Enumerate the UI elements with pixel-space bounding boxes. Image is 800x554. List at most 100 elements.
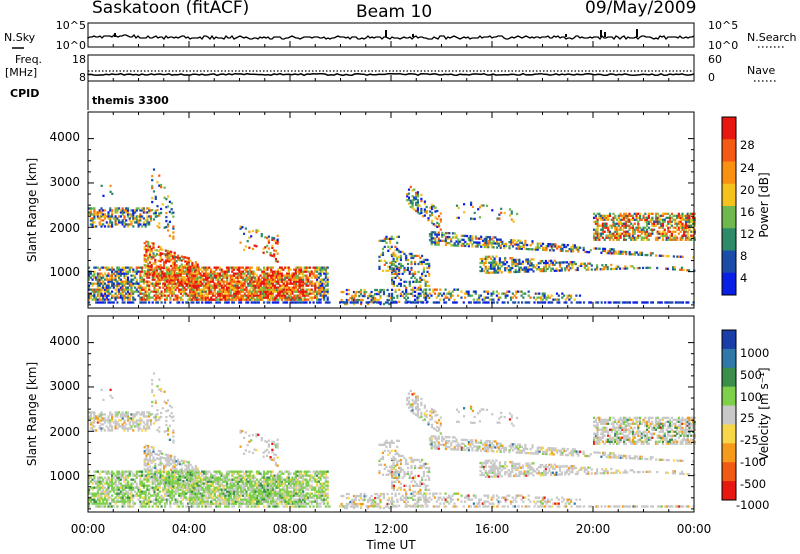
power-cell [266,278,269,281]
noise-spike [636,29,638,37]
power-cell [88,296,91,299]
power-cell [165,286,168,289]
power-cell [442,298,445,301]
power-cell [197,301,200,304]
power-cell [391,288,394,291]
power-cell [229,282,232,285]
power-cell [96,217,99,220]
power-cell [142,294,145,297]
power-cell [93,272,96,275]
power-cell [293,282,296,285]
power-colorbar [722,117,736,296]
power-cell [502,292,506,295]
power-cell [430,241,433,244]
power-cell [191,274,194,277]
power-cell [319,282,322,285]
power-cell [462,238,465,241]
power-cell [307,288,310,291]
power-cell [265,292,268,295]
power-cell [227,282,231,285]
power-cell [593,236,596,239]
power-cell [152,274,155,277]
power-cell [550,294,553,297]
power-cell [541,298,544,301]
power-cell [213,282,216,285]
power-cell [319,292,322,295]
power-cell [610,232,613,235]
power-cell [498,213,501,216]
power-cell [413,301,416,304]
power-cell [417,270,420,274]
power-cell [276,260,279,263]
power-cell [109,225,112,228]
power-cell [483,296,486,299]
power-cell [156,290,160,293]
velocity-cell [123,427,126,430]
power-cbar-tick-28: 28 [740,138,755,152]
velocity-cell [95,494,98,497]
power-cell [381,253,385,256]
power-cell [544,301,547,304]
power-cell [266,288,269,291]
power-cell [187,279,190,282]
power-cell [261,270,264,273]
power-cell [150,265,153,269]
velocity-cell [98,480,101,483]
power-cell [282,288,285,291]
power-cell [232,278,236,281]
velocity-cell [107,502,110,505]
power-cell [111,284,114,287]
power-cell [288,274,291,277]
power-cell [148,294,151,297]
power-cell [492,242,495,245]
power-cell [132,209,135,212]
power-cell [268,301,271,304]
power-cell [222,294,225,297]
power-cell [460,238,463,241]
power-cell [199,276,202,279]
velocity-cell [107,482,110,485]
power-cell [277,288,280,291]
velocity-cell [95,470,98,473]
power-cell [152,190,156,193]
power-cell [272,274,275,277]
power-cell [504,244,508,248]
velocity-cell [111,498,114,501]
power-cell [248,278,251,281]
power-cell [174,282,177,285]
power-cell [490,261,493,264]
power-cell [123,282,126,285]
velocity-cell [100,419,103,422]
power-cell [245,270,248,273]
power-cell [616,228,619,231]
power-cell [469,237,472,240]
power-cell [487,246,490,249]
power-cell [416,288,419,291]
power-cell [277,301,280,304]
power-cell [686,230,689,233]
power-cell [305,290,308,293]
power-cell [392,269,395,272]
power-cell [135,217,138,220]
power-cell [390,237,393,240]
power-cell [596,234,599,237]
power-cell [406,195,409,198]
power-cell [416,195,419,198]
power-cell [522,296,525,299]
power-cell [642,266,645,270]
velocity-cell [102,498,105,501]
power-cell [243,232,246,235]
velocity-cell [89,476,92,479]
power-cell [148,265,152,268]
power-cell [621,218,624,221]
power-cell [236,274,239,277]
power-cell [96,301,99,304]
power-cell [176,296,179,299]
power-cell [229,280,232,283]
power-cell [653,220,656,223]
power-cell [270,284,273,287]
power-cell [382,290,386,294]
power-cell [128,223,131,226]
power-cell [614,222,617,225]
power-cell [401,264,404,268]
